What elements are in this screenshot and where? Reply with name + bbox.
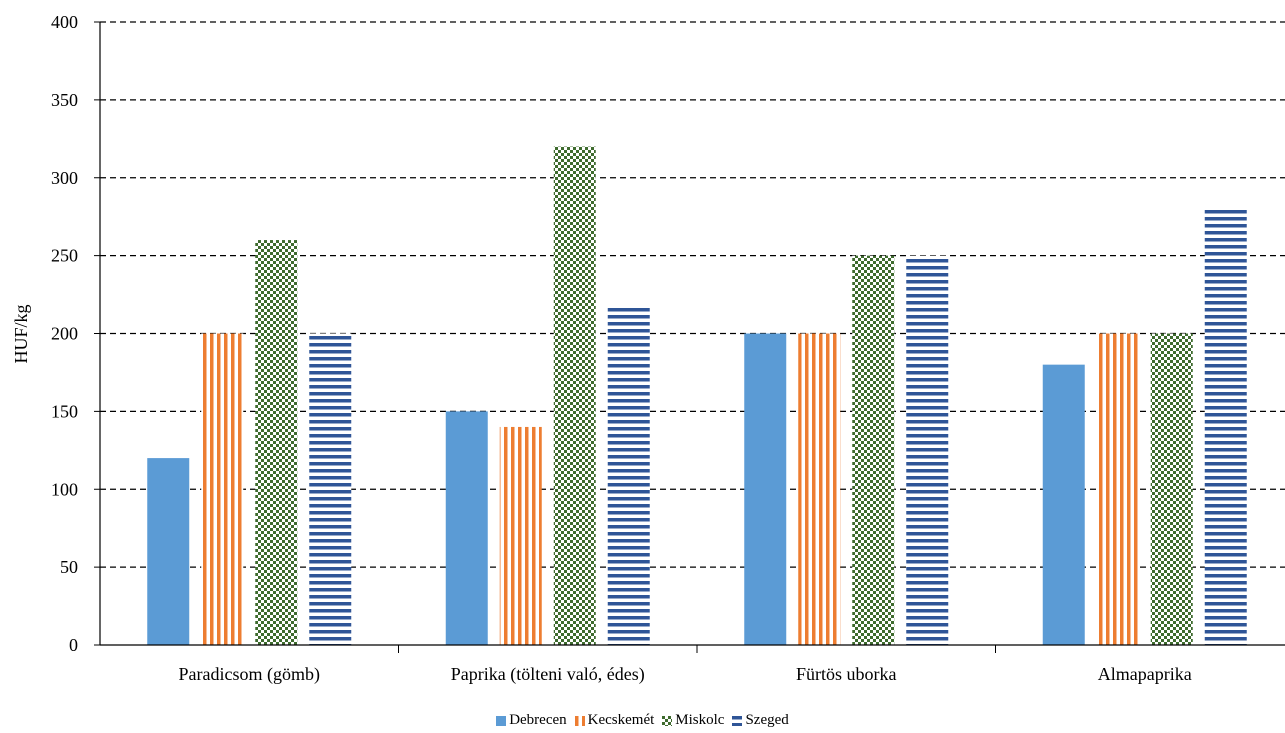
bar	[906, 255, 949, 645]
y-tick-label: 100	[51, 479, 78, 499]
legend-swatch	[574, 715, 585, 726]
bar	[744, 333, 787, 645]
legend-item: Miskolc	[662, 712, 724, 729]
x-tick-label: Paradicsom (gömb)	[179, 664, 320, 685]
y-tick-label: 300	[51, 168, 78, 188]
y-tick-label: 250	[51, 246, 78, 266]
bar	[445, 411, 488, 645]
bar	[309, 333, 352, 645]
bar-chart-canvas: 0 50 100 150 200 250 300 350 400 Paradicsom (gömb…	[11, 12, 1285, 685]
legend-swatch	[662, 715, 673, 726]
y-tick-label: 200	[51, 324, 78, 344]
legend-label: Szeged	[745, 712, 789, 728]
legend-item: Kecskemét	[574, 712, 655, 729]
bar	[499, 426, 542, 645]
legend-swatch	[496, 715, 507, 726]
x-tick-label: Paprika (tölteni való, édes)	[451, 664, 645, 685]
gridlines	[100, 21, 1285, 568]
y-tick-label: 150	[51, 401, 78, 421]
y-tick-label: 400	[51, 12, 78, 32]
y-tick-label: 0	[69, 635, 78, 655]
bar	[201, 333, 244, 645]
legend-swatch	[732, 715, 743, 726]
axes: 0 50 100 150 200 250 300 350 400 Paradicsom (gömb…	[51, 12, 1285, 685]
x-tick-label: Almapaprika	[1098, 664, 1192, 684]
bar	[255, 240, 298, 646]
bar	[1042, 364, 1085, 645]
bar	[553, 146, 596, 645]
legend: Debrecen Kecskemét Miskolc Szeged	[0, 712, 1285, 731]
legend-item: Debrecen	[496, 712, 567, 729]
bar	[607, 305, 650, 645]
y-tick-label: 50	[60, 557, 78, 577]
legend-label: Miskolc	[675, 712, 725, 728]
bar	[147, 458, 190, 645]
bar	[852, 255, 895, 645]
bars	[147, 146, 1247, 646]
bar	[798, 333, 841, 645]
bar	[1150, 333, 1193, 645]
y-tick-label: 350	[51, 90, 78, 110]
legend-item: Szeged	[732, 712, 789, 729]
legend-label: Debrecen	[509, 712, 567, 728]
x-tick-label: Fürtös uborka	[796, 664, 897, 684]
y-axis-title: HUF/kg	[11, 304, 31, 363]
bar	[1204, 208, 1247, 645]
bar	[1096, 333, 1139, 645]
legend-label: Kecskemét	[587, 712, 655, 728]
